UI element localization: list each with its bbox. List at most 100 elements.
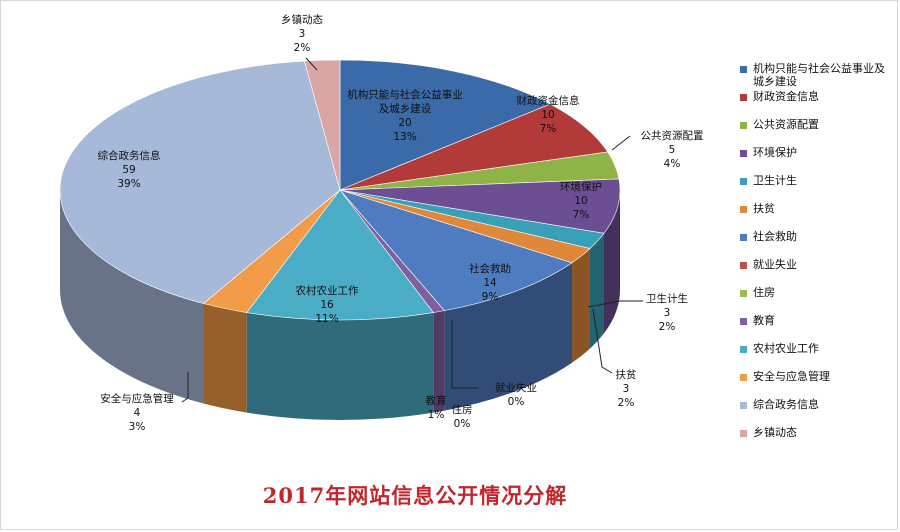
data-label-5-name: 扶贫: [616, 368, 637, 381]
legend-label: 机构只能与社会公益事业及城乡建设: [753, 62, 885, 88]
legend-swatch: [740, 122, 747, 129]
data-label-12-percent: 39%: [117, 178, 140, 190]
legend-item: 住房: [740, 286, 893, 299]
data-label-11-name: 安全与应急管理: [100, 392, 174, 405]
legend-item: 就业失业: [740, 258, 893, 271]
data-label-3-name: 环境保护: [560, 180, 602, 193]
data-label-9-percent: 1%: [428, 409, 445, 421]
legend-swatch: [740, 206, 747, 213]
data-label-4-percent: 2%: [659, 321, 676, 333]
data-label-4-value: 3: [664, 307, 671, 319]
legend-swatch: [740, 290, 747, 297]
legend-label: 住房: [753, 286, 775, 299]
legend-label: 公共资源配置: [753, 118, 819, 131]
data-label-6-value: 14: [483, 277, 497, 289]
legend-item: 安全与应急管理: [740, 370, 893, 383]
legend-item: 教育: [740, 314, 893, 327]
data-label-4-name: 卫生计生: [646, 292, 688, 305]
leader-line-13: [305, 57, 318, 71]
legend-item: 卫生计生: [740, 174, 893, 187]
data-label-6-percent: 9%: [482, 291, 499, 303]
legend-swatch: [740, 346, 747, 353]
legend-swatch: [740, 66, 747, 73]
legend-item: 机构只能与社会公益事业及城乡建设: [740, 62, 893, 88]
legend-item: 农村农业工作: [740, 342, 893, 355]
data-label-1-value: 10: [541, 109, 554, 121]
legend-swatch: [740, 150, 747, 157]
data-label-10-percent: 11%: [315, 313, 338, 325]
pie-walls: [60, 190, 620, 420]
legend-label: 财政资金信息: [753, 90, 819, 103]
data-label-8-percent: 0%: [454, 418, 471, 430]
legend-swatch: [740, 374, 747, 381]
data-label-6-name: 社会救助: [469, 262, 511, 275]
legend-item: 扶贫: [740, 202, 893, 215]
pie-slices: [59, 59, 621, 321]
legend-swatch: [740, 178, 747, 185]
legend-item: 社会救助: [740, 230, 893, 243]
legend-label: 安全与应急管理: [753, 370, 830, 383]
data-label-13-name: 乡镇动态: [281, 13, 323, 26]
leader-line-11: [181, 372, 189, 403]
pie-wall-11: [203, 303, 247, 413]
legend-label: 扶贫: [753, 202, 775, 215]
pie-slice-12: [59, 60, 341, 304]
legend-label: 农村农业工作: [753, 342, 819, 355]
data-label-0-value: 20: [398, 117, 411, 129]
data-label-13-value: 3: [299, 28, 306, 40]
pie-wall-10: [246, 312, 434, 420]
legend-label: 综合政务信息: [753, 398, 819, 411]
pie-slice-10: [246, 189, 434, 321]
data-labels: 机构只能与社会公益事业及城乡建设 20 13% 财政资金信息 10 7% 公共资源配置 5 4%…: [98, 13, 704, 433]
leader-line-4: [587, 300, 643, 308]
data-label-12-value: 59: [122, 164, 135, 176]
data-label-5-percent: 2%: [618, 397, 635, 409]
data-label-11-percent: 3%: [129, 421, 146, 433]
data-label-12-name: 综合政务信息: [98, 149, 161, 162]
pie-slice-0: [339, 59, 551, 191]
legend-label: 卫生计生: [753, 174, 797, 187]
pie-wall-6: [444, 262, 572, 411]
data-label-0-line2: 及城乡建设: [379, 102, 432, 115]
pie-slice-6: [339, 189, 573, 311]
legend-label: 乡镇动态: [753, 426, 797, 439]
data-label-2-percent: 4%: [664, 158, 681, 170]
data-label-0-percent: 13%: [393, 131, 416, 143]
legend-swatch: [740, 234, 747, 241]
legend-item: 环境保护: [740, 146, 893, 159]
legend-label: 就业失业: [753, 258, 797, 271]
leader-line-2: [611, 135, 631, 151]
legend-swatch: [740, 94, 747, 101]
legend-item: 乡镇动态: [740, 426, 893, 439]
pie-wall-9: [433, 310, 445, 413]
data-label-7-name: 就业失业: [495, 381, 537, 394]
data-label-7-percent: 0%: [508, 396, 525, 408]
legend-item: 综合政务信息: [740, 398, 893, 411]
legend-label: 环境保护: [753, 146, 797, 159]
pie-wall-3: [604, 190, 620, 334]
data-label-3-value: 10: [574, 195, 587, 207]
data-label-0-name: 机构只能与社会公益事业: [347, 88, 463, 101]
pie-slice-1: [339, 103, 609, 191]
legend-item: 财政资金信息: [740, 90, 893, 103]
data-label-13-percent: 2%: [294, 42, 311, 54]
legend-swatch: [740, 430, 747, 437]
legend-label: 社会救助: [753, 230, 797, 243]
data-label-11-value: 4: [134, 407, 141, 419]
data-label-8-name: 住房: [452, 403, 473, 416]
pie-wall-4: [590, 233, 605, 349]
data-label-3-percent: 7%: [573, 209, 590, 221]
data-label-1-name: 财政资金信息: [517, 94, 580, 107]
data-label-5-value: 3: [623, 383, 630, 395]
pie-slice-13: [304, 59, 341, 191]
data-label-2-value: 5: [669, 144, 676, 156]
pie-wall-5: [571, 248, 591, 363]
legend-item: 公共资源配置: [740, 118, 893, 131]
data-label-10-value: 16: [320, 299, 334, 311]
data-label-9-name: 教育: [426, 394, 447, 407]
legend-swatch: [740, 402, 747, 409]
leader-line-5: [592, 308, 613, 374]
legend-swatch: [740, 318, 747, 325]
